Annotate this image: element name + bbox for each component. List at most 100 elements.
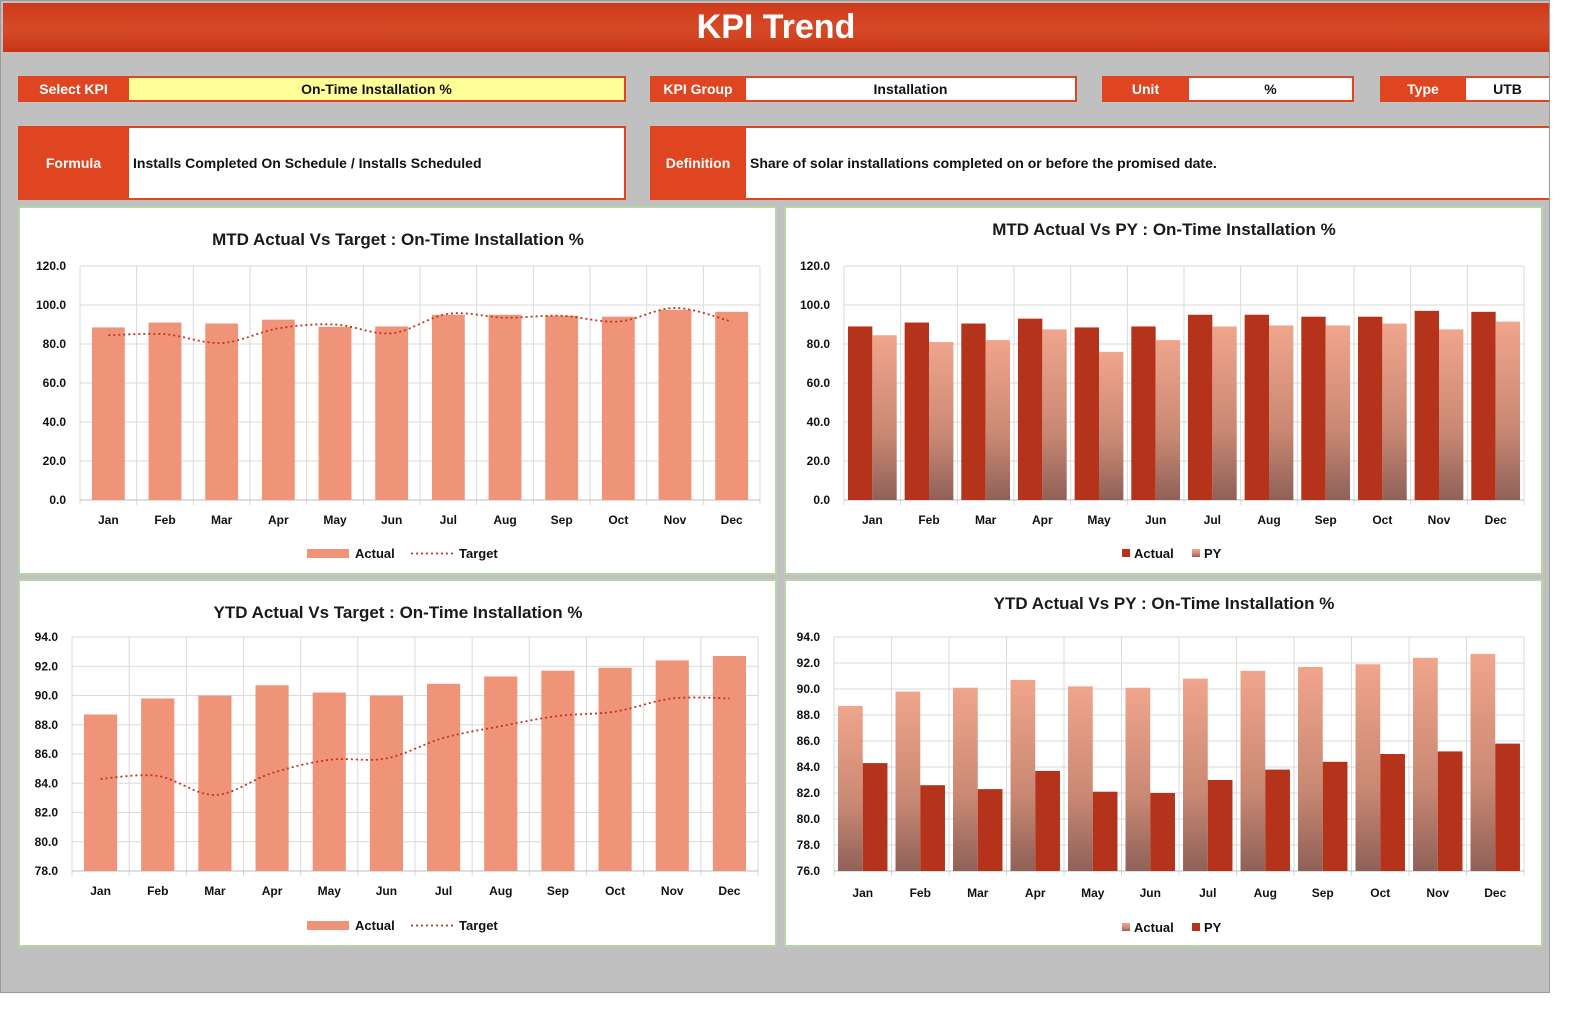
bar-py	[1495, 743, 1520, 871]
kpi-group-label: KPI Group	[650, 76, 746, 102]
bar-actual	[141, 698, 175, 871]
formula-value: Installs Completed On Schedule / Install…	[129, 126, 626, 200]
y-tick-label: 78.0	[35, 864, 59, 878]
legend-label-target: Target	[459, 918, 498, 933]
legend-label-py: PY	[1204, 920, 1222, 935]
x-tick-label: Aug	[1257, 513, 1280, 527]
x-tick-label: Nov	[664, 513, 687, 527]
bar-actual	[1017, 318, 1043, 500]
x-tick-label: Apr	[1032, 513, 1053, 527]
bar-actual	[1301, 316, 1326, 500]
x-tick-label: Jun	[376, 884, 397, 898]
x-tick-label: Dec	[1485, 513, 1507, 527]
chart-title: YTD Actual Vs PY : On-Time Installation …	[994, 594, 1335, 613]
chart-legend: Actual Target	[307, 546, 498, 561]
bar-actual	[658, 309, 692, 500]
dashboard-frame: KPI Trend Select KPI On-Time Installatio…	[0, 0, 1550, 993]
bar-actual	[895, 691, 921, 871]
x-tick-label: May	[318, 884, 342, 898]
bar-actual	[1298, 666, 1323, 871]
x-tick-label: Sep	[1315, 513, 1337, 527]
bar-actual	[1131, 326, 1156, 500]
bar-py	[1439, 329, 1464, 500]
bar-actual	[712, 656, 746, 871]
unit-value: %	[1189, 76, 1354, 102]
kpi-group-value: Installation	[746, 76, 1077, 102]
x-tick-label: Aug	[493, 513, 516, 527]
bar-py	[1437, 751, 1463, 871]
y-tick-label: 86.0	[35, 747, 59, 761]
bar-actual	[261, 319, 295, 500]
bar-actual	[655, 660, 689, 871]
x-tick-label: Oct	[1372, 513, 1392, 527]
y-tick-label: 94.0	[35, 630, 59, 644]
chart-legend: Actual PY	[1122, 546, 1222, 561]
bar-py	[1212, 326, 1237, 500]
legend-label-target: Target	[459, 546, 498, 561]
title-bar: KPI Trend	[3, 3, 1549, 52]
legend-swatch-py	[1192, 549, 1200, 557]
x-tick-label: Oct	[605, 884, 625, 898]
x-tick-label: Jan	[98, 513, 119, 527]
x-tick-label: May	[1081, 886, 1105, 900]
bar-actual	[427, 683, 461, 871]
bar-actual	[1068, 686, 1093, 871]
unit-label: Unit	[1102, 76, 1189, 102]
bar-actual	[198, 695, 232, 871]
chart-panel-mtd-py: MTD Actual Vs PY : On-Time Installation …	[784, 206, 1543, 575]
x-tick-label: Sep	[551, 513, 573, 527]
y-tick-label: 78.0	[797, 838, 821, 852]
bar-py	[1265, 769, 1290, 871]
bar-py	[920, 785, 945, 871]
legend-swatch-actual	[1122, 923, 1130, 931]
y-tick-label: 120.0	[800, 259, 830, 273]
bar-actual	[318, 326, 352, 500]
x-tick-label: Apr	[1025, 886, 1046, 900]
definition-value: Share of solar installations completed o…	[746, 126, 1549, 200]
page-title: KPI Trend	[696, 8, 856, 46]
y-tick-label: 40.0	[807, 415, 831, 429]
bar-py	[862, 763, 888, 871]
bar-py	[1495, 321, 1521, 500]
y-tick-label: 80.0	[807, 337, 831, 351]
y-tick-label: 0.0	[49, 493, 66, 507]
bar-actual	[1357, 316, 1383, 500]
bar-actual	[545, 315, 579, 500]
line-target	[100, 696, 730, 796]
x-tick-label: Dec	[721, 513, 743, 527]
y-tick-label: 86.0	[797, 734, 821, 748]
y-tick-label: 90.0	[797, 682, 821, 696]
y-tick-label: 60.0	[43, 376, 67, 390]
bar-actual	[1187, 314, 1213, 500]
legend-label-actual: Actual	[355, 546, 395, 561]
bar-actual	[953, 687, 978, 871]
bar-actual	[1010, 679, 1036, 871]
x-tick-label: Apr	[268, 513, 289, 527]
x-tick-label: Nov	[1426, 886, 1449, 900]
y-tick-label: 92.0	[797, 656, 821, 670]
formula-label: Formula	[18, 126, 129, 200]
bar-actual	[847, 326, 873, 500]
bar-actual	[541, 670, 575, 871]
y-tick-label: 60.0	[807, 376, 831, 390]
x-tick-label: Feb	[154, 513, 175, 527]
legend-swatch-actual	[307, 921, 349, 930]
x-tick-label: Jul	[435, 884, 452, 898]
x-tick-label: Jan	[90, 884, 111, 898]
y-tick-label: 84.0	[797, 760, 821, 774]
y-tick-label: 84.0	[35, 776, 59, 790]
x-tick-label: Nov	[661, 884, 684, 898]
legend-label-actual: Actual	[1134, 546, 1174, 561]
x-tick-label: Nov	[1428, 513, 1451, 527]
bar-actual	[838, 705, 863, 871]
x-tick-label: Sep	[1312, 886, 1334, 900]
x-tick-label: Oct	[1370, 886, 1390, 900]
legend-swatch-actual	[1122, 549, 1130, 557]
y-tick-label: 88.0	[797, 708, 821, 722]
legend-label-actual: Actual	[355, 918, 395, 933]
y-tick-label: 82.0	[797, 786, 821, 800]
x-tick-label: Sep	[547, 884, 569, 898]
bar-actual	[84, 714, 118, 871]
bar-actual	[1240, 670, 1266, 871]
select-kpi-dropdown[interactable]: On-Time Installation %	[129, 76, 626, 102]
